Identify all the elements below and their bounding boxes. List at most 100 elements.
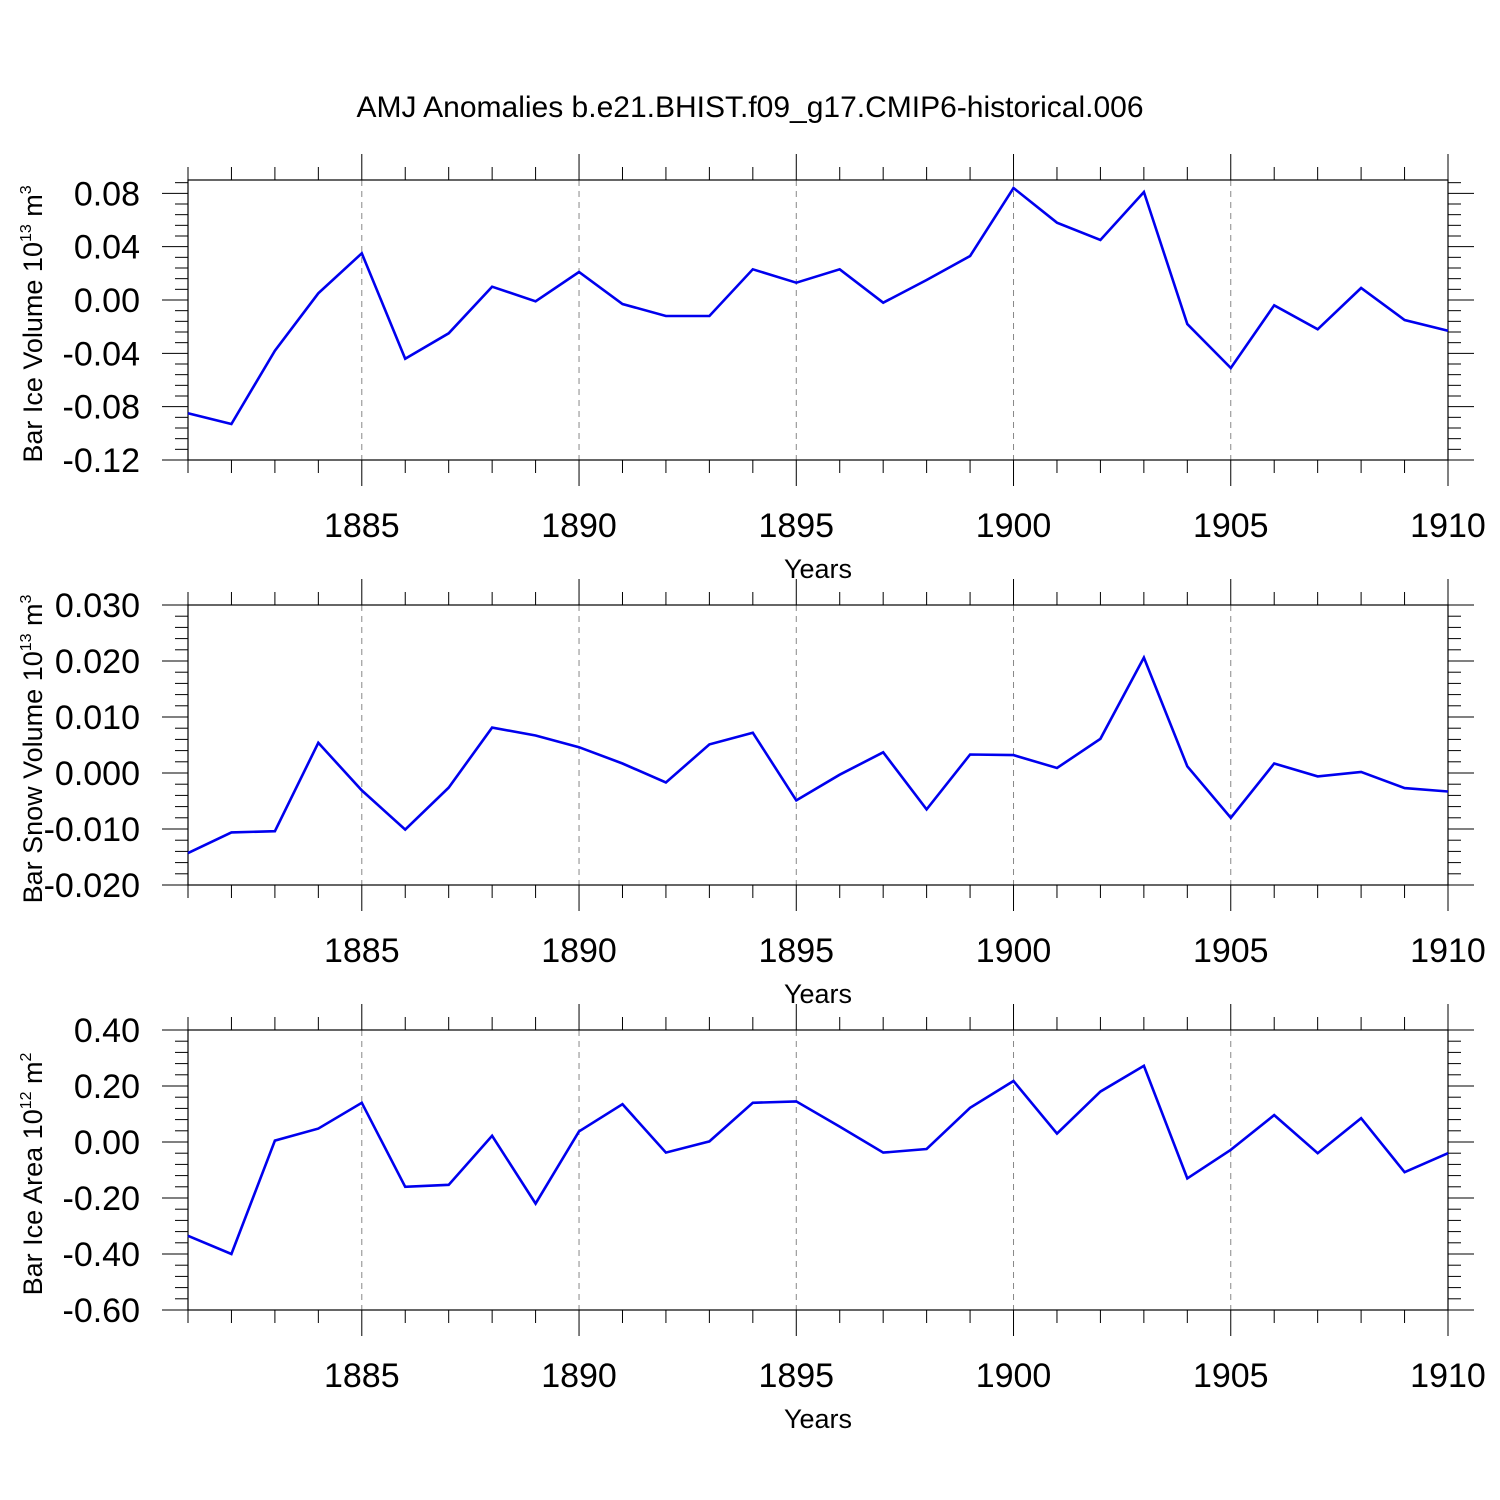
data-point <box>620 1102 624 1106</box>
x-tick-label: 1890 <box>541 932 617 970</box>
data-point <box>751 1101 755 1105</box>
data-point <box>838 1125 842 1129</box>
data-point <box>490 726 494 730</box>
x-tick-label: 1905 <box>1193 932 1269 970</box>
data-point <box>794 281 798 285</box>
panels: -0.12 -0.08 -0.04 0.00 0.04 0.08 1885 1890 1895 1… <box>18 154 1486 1434</box>
data-point <box>707 742 711 746</box>
x-tick-label: 1890 <box>541 507 617 545</box>
plot-frame <box>187 604 1449 886</box>
plot-frame <box>187 179 1449 461</box>
data-point <box>534 733 538 737</box>
data-point <box>1272 761 1276 765</box>
data-point <box>1098 238 1102 242</box>
data-point <box>664 1151 668 1155</box>
y-tick-label: -0.020 <box>44 867 140 905</box>
data-point <box>925 278 929 282</box>
data-point <box>751 731 755 735</box>
data-point <box>1403 318 1407 322</box>
y-axis-label: Bar Snow Volume 1013 m3 <box>18 594 48 903</box>
y-tick-label: 0.40 <box>74 1012 140 1050</box>
chart-panel-1: -0.12 -0.08 -0.04 0.00 0.04 0.08 1885 1890 1895 1… <box>18 154 1486 584</box>
data-point <box>1098 1090 1102 1094</box>
y-tick-label: -0.010 <box>44 811 140 849</box>
y-tick-label: 0.00 <box>74 282 140 320</box>
x-tick-label: 1885 <box>324 507 400 545</box>
data-point <box>186 1234 190 1238</box>
x-tick-label: 1910 <box>1410 507 1486 545</box>
chart-panel-3: -0.60 -0.40 -0.20 0.00 0.20 0.40 1885 1890 1895 1… <box>18 1004 1486 1434</box>
x-tick-label: 1885 <box>324 1357 400 1395</box>
data-point <box>447 1183 451 1187</box>
data-point <box>1403 786 1407 790</box>
data-point <box>620 302 624 306</box>
data-point <box>794 1099 798 1103</box>
data-point <box>360 788 364 792</box>
data-point <box>1229 366 1233 370</box>
x-tick-label: 1905 <box>1193 1357 1269 1395</box>
data-point <box>838 267 842 271</box>
y-tick-label: 0.000 <box>55 755 140 793</box>
data-point <box>1229 816 1233 820</box>
data-point <box>316 291 320 295</box>
data-point <box>1012 1079 1016 1083</box>
data-point <box>925 1147 929 1151</box>
data-point <box>403 828 407 832</box>
data-point <box>273 1139 277 1143</box>
x-tick-label: 1885 <box>324 932 400 970</box>
data-point <box>707 1139 711 1143</box>
data-point <box>1098 737 1102 741</box>
x-tick-label: 1900 <box>976 932 1052 970</box>
data-point <box>925 807 929 811</box>
data-point <box>1316 327 1320 331</box>
data-point <box>664 781 668 785</box>
data-point <box>1359 770 1363 774</box>
plot-frame <box>187 1029 1449 1311</box>
y-tick-label: -0.20 <box>63 1180 141 1218</box>
series-line-1 <box>187 1063 1449 1256</box>
data-point <box>447 786 451 790</box>
data-point <box>1359 1116 1363 1120</box>
data-point <box>968 254 972 258</box>
data-point <box>1403 1170 1407 1174</box>
data-point <box>534 299 538 303</box>
x-tick-label: 1910 <box>1410 1357 1486 1395</box>
data-point <box>273 829 277 833</box>
y-axis-label: Bar Ice Volume 1013 m3 <box>18 185 48 462</box>
x-tick-label: 1910 <box>1410 932 1486 970</box>
data-point <box>1272 303 1276 307</box>
data-point <box>229 830 233 834</box>
data-point <box>577 270 581 274</box>
data-point <box>968 753 972 757</box>
x-tick-label: 1900 <box>976 507 1052 545</box>
data-point <box>1142 1064 1146 1068</box>
data-point <box>707 314 711 318</box>
data-point <box>1359 286 1363 290</box>
data-point <box>1185 322 1189 326</box>
y-tick-label: 0.020 <box>55 643 140 681</box>
data-point <box>186 411 190 415</box>
data-point <box>577 745 581 749</box>
x-tick-label: 1895 <box>758 507 834 545</box>
data-point <box>881 301 885 305</box>
x-tick-label: 1895 <box>758 1357 834 1395</box>
data-point <box>1142 656 1146 660</box>
data-point <box>1142 190 1146 194</box>
data-point <box>1055 221 1059 225</box>
data-point <box>794 798 798 802</box>
data-point <box>186 851 190 855</box>
data-point <box>490 285 494 289</box>
data-point <box>664 314 668 318</box>
data-point <box>1055 1132 1059 1136</box>
data-point <box>447 331 451 335</box>
y-tick-label: -0.60 <box>63 1292 141 1330</box>
data-point <box>316 1127 320 1131</box>
y-axis-label: Bar Ice Area 1012 m2 <box>18 1052 48 1295</box>
x-tick-label: 1890 <box>541 1357 617 1395</box>
y-tick-label: 0.00 <box>74 1124 140 1162</box>
figure-title: AMJ Anomalies b.e21.BHIST.f09_g17.CMIP6-… <box>356 91 1143 124</box>
data-point <box>229 422 233 426</box>
data-point <box>1185 1176 1189 1180</box>
data-point <box>1446 1151 1450 1155</box>
